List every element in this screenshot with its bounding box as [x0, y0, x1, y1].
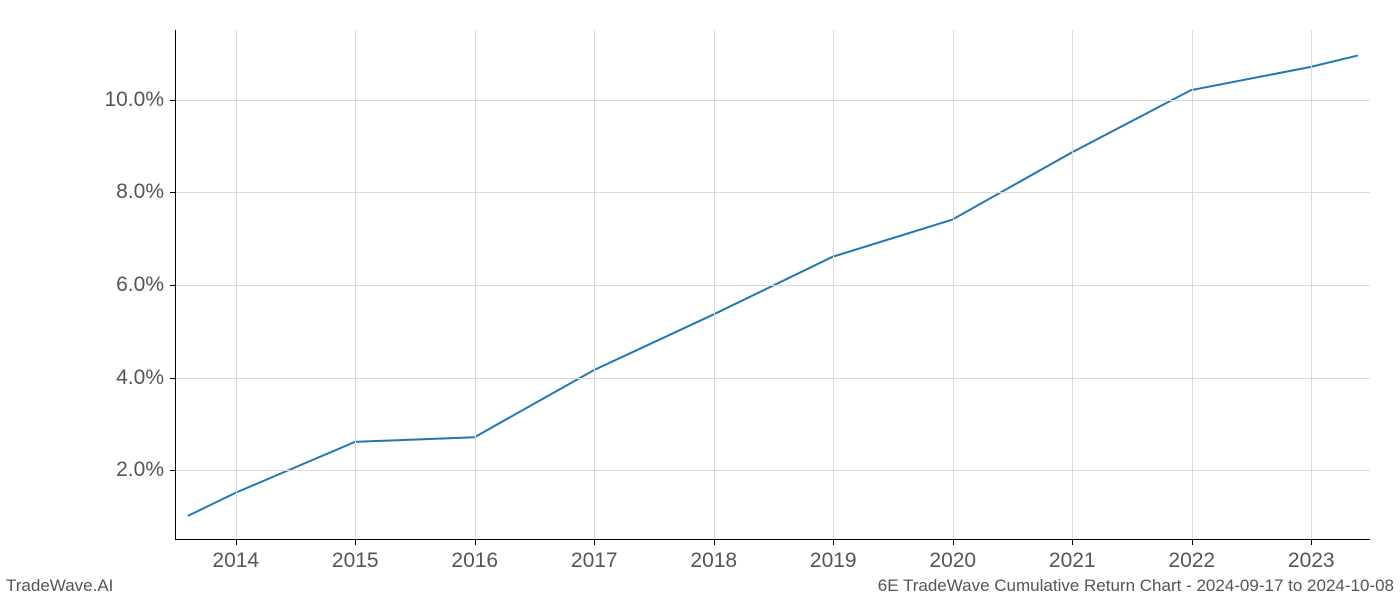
grid-line-horizontal: [176, 192, 1370, 193]
grid-line-horizontal: [176, 470, 1370, 471]
x-tick-label: 2016: [451, 539, 498, 573]
y-tick-label: 10.0%: [104, 88, 176, 112]
x-tick-label: 2022: [1168, 539, 1215, 573]
y-tick-label: 6.0%: [116, 273, 176, 297]
x-tick-label: 2014: [212, 539, 259, 573]
x-tick-label: 2020: [929, 539, 976, 573]
x-tick-label: 2021: [1049, 539, 1096, 573]
grid-line-horizontal: [176, 285, 1370, 286]
footer-attribution: TradeWave.AI: [6, 576, 113, 596]
chart-container: 2014201520162017201820192020202120222023…: [175, 30, 1370, 540]
x-tick-label: 2017: [571, 539, 618, 573]
y-tick-label: 4.0%: [116, 366, 176, 390]
y-tick-label: 8.0%: [116, 180, 176, 204]
plot-area: 2014201520162017201820192020202120222023…: [175, 30, 1370, 540]
footer-chart-title: 6E TradeWave Cumulative Return Chart - 2…: [878, 576, 1394, 596]
x-tick-label: 2015: [332, 539, 379, 573]
y-tick-label: 2.0%: [116, 458, 176, 482]
grid-line-horizontal: [176, 100, 1370, 101]
x-tick-label: 2019: [810, 539, 857, 573]
x-tick-label: 2018: [690, 539, 737, 573]
x-tick-label: 2023: [1288, 539, 1335, 573]
grid-line-horizontal: [176, 378, 1370, 379]
